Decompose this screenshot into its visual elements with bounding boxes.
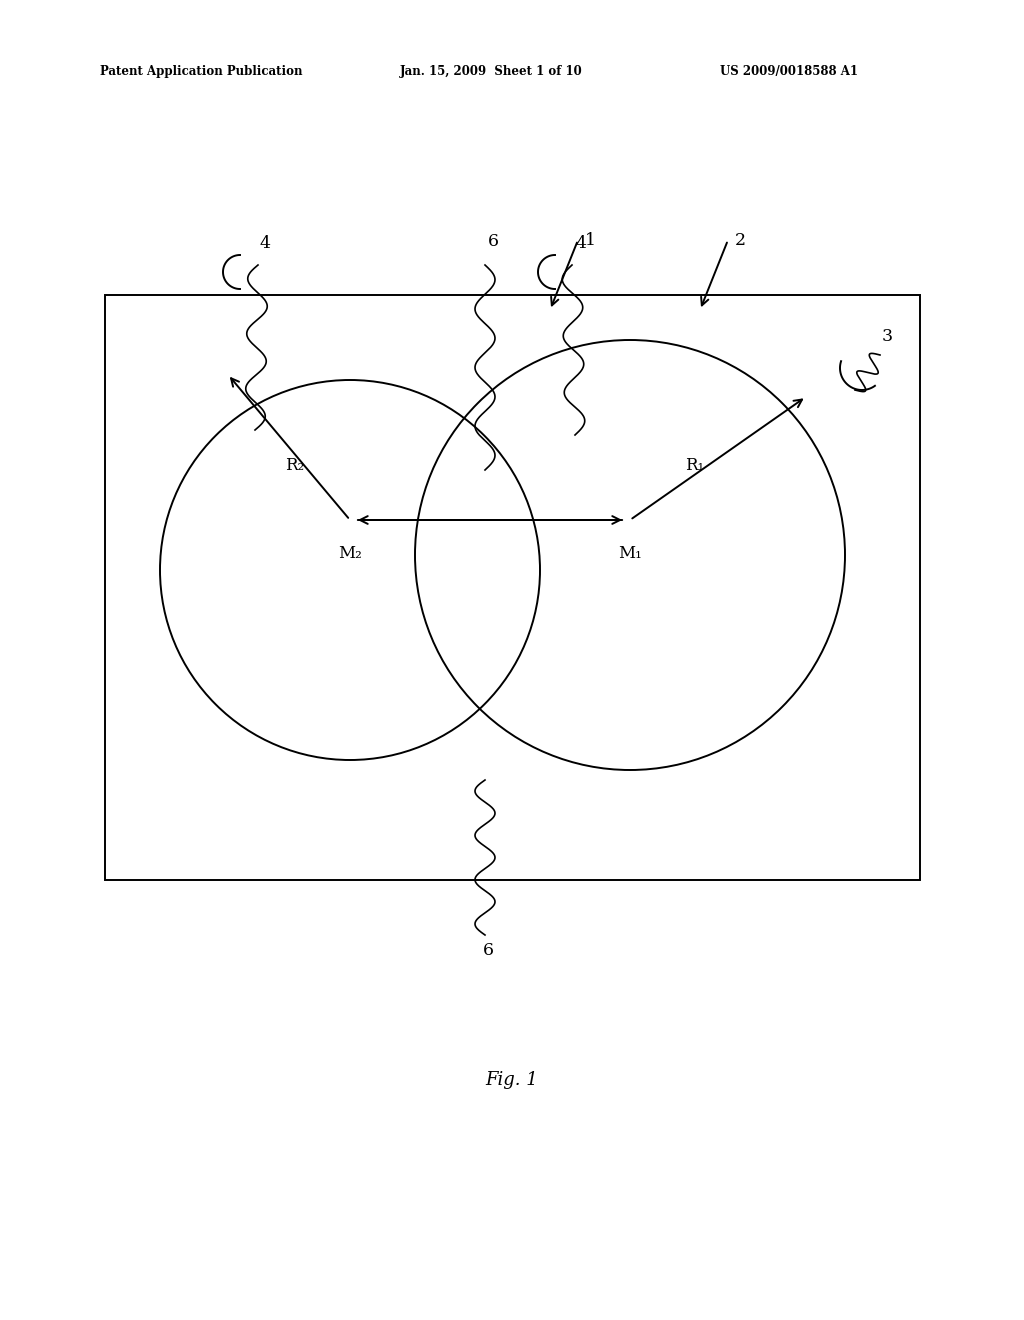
Text: 3: 3 <box>882 327 893 345</box>
Text: M₂: M₂ <box>338 545 361 562</box>
Text: 1: 1 <box>585 232 596 249</box>
Text: Fig. 1: Fig. 1 <box>485 1071 539 1089</box>
Text: Patent Application Publication: Patent Application Publication <box>100 66 302 78</box>
Text: 6: 6 <box>488 234 499 249</box>
Bar <box>105 294 920 880</box>
Text: Jan. 15, 2009  Sheet 1 of 10: Jan. 15, 2009 Sheet 1 of 10 <box>400 66 583 78</box>
Text: 4: 4 <box>575 235 586 252</box>
Circle shape <box>415 341 845 770</box>
Text: R₂: R₂ <box>286 457 304 474</box>
Text: 6: 6 <box>482 942 494 960</box>
Text: M₁: M₁ <box>618 545 642 562</box>
Text: R₁: R₁ <box>685 457 705 474</box>
Text: US 2009/0018588 A1: US 2009/0018588 A1 <box>720 66 858 78</box>
Text: 2: 2 <box>735 232 746 249</box>
Circle shape <box>160 380 540 760</box>
Text: 4: 4 <box>260 235 271 252</box>
